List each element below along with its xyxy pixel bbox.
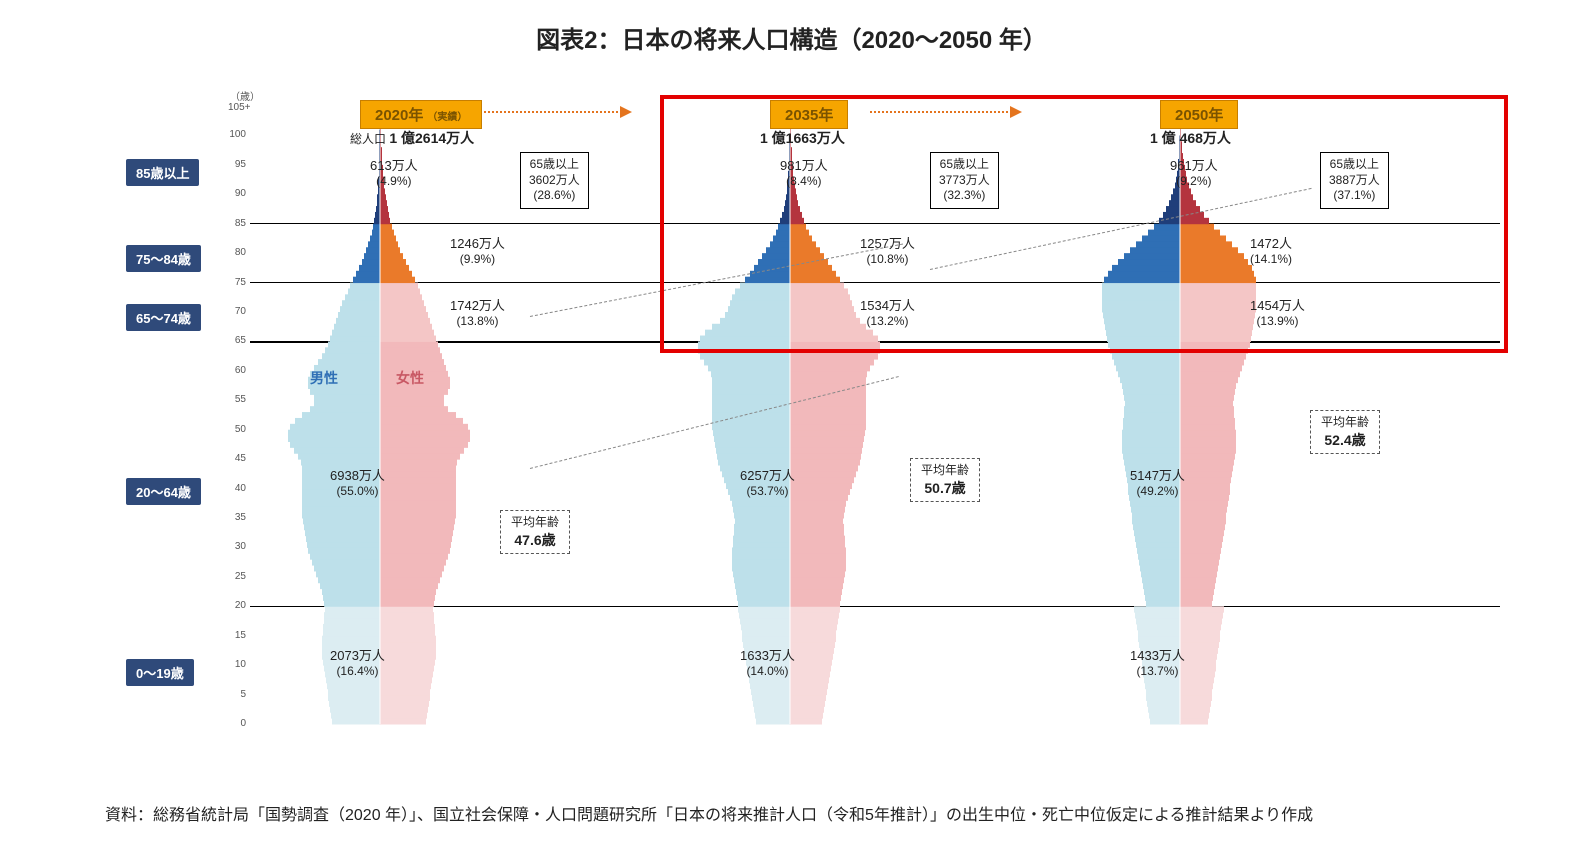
age-group-stat: 6938万人(55.0%) — [330, 468, 385, 499]
age-group-stat: 1454万人(13.9%) — [1250, 298, 1305, 329]
age-group-stat: 1633万人(14.0%) — [740, 648, 795, 679]
age-group-stat: 1742万人(13.8%) — [450, 298, 505, 329]
over65-box: 65歳以上3773万人(32.3%) — [930, 152, 999, 209]
source-note: 資料：総務省統計局「国勢調査（2020 年）」、国立社会保障・人口問題研究所「日… — [105, 804, 1523, 829]
year-badge: 2050年 — [1160, 100, 1238, 129]
average-age-box: 平均年齢47.6歳 — [500, 510, 570, 554]
chart-area: （歳） 105+ 0510152025303540455055606570758… — [100, 80, 1500, 760]
year-badge: 2020年（実績） — [360, 100, 482, 129]
age-group-stat: 2073万人(16.4%) — [330, 648, 385, 679]
age-group-stat: 613万人(4.9%) — [370, 158, 418, 189]
total-population: 1 億1663万人 — [760, 128, 845, 148]
over65-box: 65歳以上3602万人(28.6%) — [520, 152, 589, 209]
average-age-box: 平均年齢52.4歳 — [1310, 410, 1380, 454]
age-group-stat: 6257万人(53.7%) — [740, 468, 795, 499]
average-age-box: 平均年齢50.7歳 — [910, 458, 980, 502]
chart-title: 図表2：日本の将来人口構造（2020～2050 年） — [0, 20, 1583, 55]
year-badge: 2035年 — [770, 100, 848, 129]
age-group-stat: 1246万人(9.9%) — [450, 236, 505, 267]
arrow-1 — [480, 111, 630, 113]
total-population: 総人口 1 億2614万人 — [350, 128, 474, 148]
age-group-stat: 5147万人(49.2%) — [1130, 468, 1185, 499]
label-female: 女性 — [396, 368, 424, 388]
age-group-stat: 1472人(14.1%) — [1250, 236, 1292, 267]
age-group-stat: 981万人(8.4%) — [780, 158, 828, 189]
over65-box: 65歳以上3887万人(37.1%) — [1320, 152, 1389, 209]
total-population: 1 億 468万人 — [1150, 128, 1231, 148]
age-group-stat: 961万人(9.2%) — [1170, 158, 1218, 189]
arrow-2 — [870, 111, 1020, 113]
age-group-stat: 1534万人(13.2%) — [860, 298, 915, 329]
label-male: 男性 — [310, 368, 338, 388]
age-group-stat: 1257万人(10.8%) — [860, 236, 915, 267]
age-group-stat: 1433万人(13.7%) — [1130, 648, 1185, 679]
